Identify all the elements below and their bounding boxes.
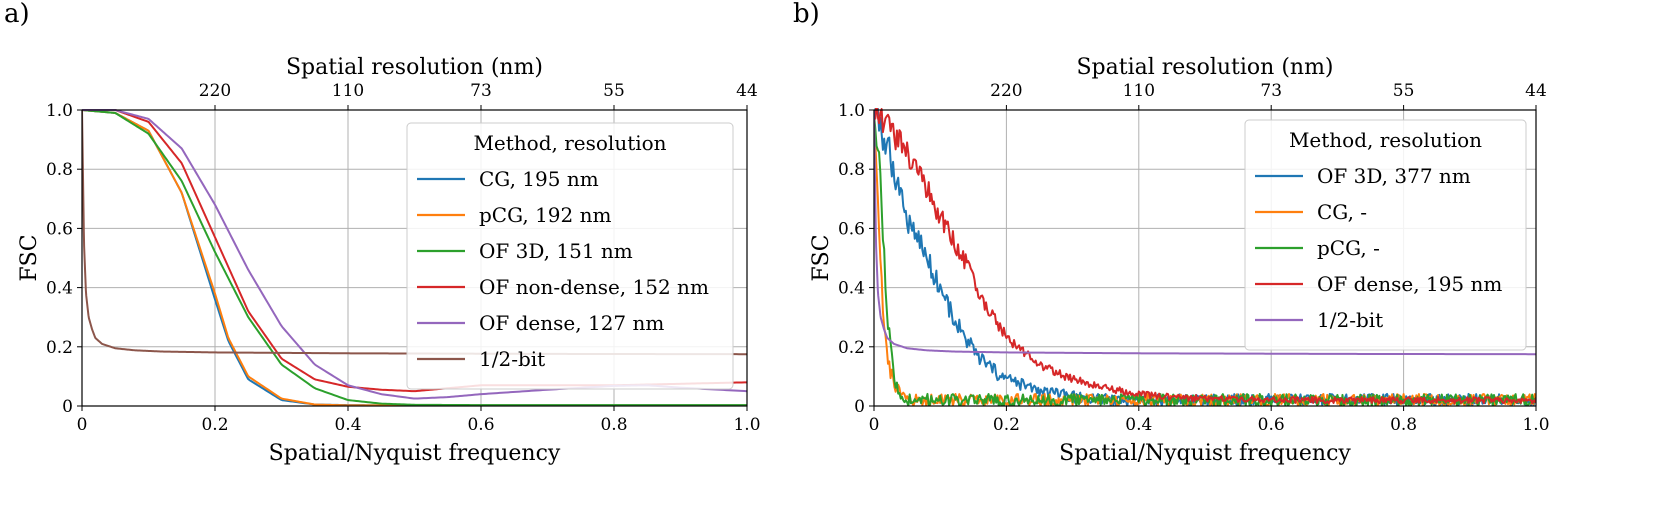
series-line-of-3d-151-nm	[82, 109, 747, 406]
y-axis-label: FSC	[809, 234, 834, 281]
x-tick-label: 1.0	[733, 415, 760, 435]
legend-title: Method, resolution	[473, 131, 666, 155]
legend: Method, resolution CG, 195 nm pCG, 192 nm O…	[406, 122, 734, 390]
axes-frame	[81, 109, 748, 407]
legend-entry: OF 3D, 377 nm	[1317, 164, 1471, 188]
x-tick-label: 0	[77, 415, 88, 435]
top-tick-label: 44	[736, 81, 758, 101]
legend-entry: OF dense, 127 nm	[479, 311, 664, 335]
top-axis-label: Spatial resolution (nm)	[1076, 55, 1333, 80]
panel-label: b)	[793, 0, 820, 29]
series-line-pcg	[874, 114, 1536, 406]
y-axis-label: FSC	[17, 234, 42, 281]
x-tick-label: 0.8	[600, 415, 627, 435]
x-tick-label: 0	[869, 415, 880, 435]
panel-label: a)	[4, 0, 30, 29]
y-tick-label: 0.2	[46, 338, 73, 358]
y-tick-label: 0.4	[838, 279, 865, 299]
top-tick-label: 44	[1525, 81, 1547, 101]
top-axis-label: Spatial resolution (nm)	[286, 55, 543, 80]
panel-a: a) 0 0.2 0.4 0.6 0.8 1.0 0 0.2 0.4 0.6 0.8 1.0 220 110…	[4, 0, 761, 466]
x-tick-label: 0.8	[1390, 415, 1417, 435]
legend-entry: 1/2-bit	[479, 347, 545, 371]
top-tick-label: 55	[603, 81, 625, 101]
top-tick-label: 55	[1393, 81, 1415, 101]
legend-box	[406, 122, 734, 390]
series-line-of-dense-195-nm	[874, 108, 1536, 405]
legend: Method, resolution OF 3D, 377 nm CG, - pCG,…	[1244, 119, 1527, 351]
legend-entry: OF 3D, 151 nm	[479, 239, 633, 263]
y-tick-label: 0.6	[838, 219, 865, 239]
y-tick-label: 0.4	[46, 279, 73, 299]
legend-entry: CG, 195 nm	[479, 167, 599, 191]
x-axis-label: Spatial/Nyquist frequency	[1059, 441, 1351, 466]
y-tick-label: 1.0	[46, 101, 73, 121]
y-tick-label: 0.2	[838, 338, 865, 358]
x-axis-label: Spatial/Nyquist frequency	[269, 441, 561, 466]
legend-entry: OF dense, 195 nm	[1317, 272, 1502, 296]
y-tick-label: 0	[854, 397, 865, 417]
legend-title: Method, resolution	[1289, 128, 1482, 152]
x-tick-label: 0.6	[1258, 415, 1285, 435]
y-tick-label: 0.6	[46, 219, 73, 239]
x-tick-label: 0.4	[334, 415, 361, 435]
x-tick-label: 0.2	[201, 415, 228, 435]
top-tick-label: 220	[990, 81, 1022, 101]
legend-entry: 1/2-bit	[1317, 308, 1383, 332]
x-tick-label: 1.0	[1522, 415, 1549, 435]
axes-frame	[873, 109, 1537, 407]
series-group	[874, 108, 1536, 406]
panel-b: b) 0 0.2 0.4 0.6 0.8 1.0 0 0.2 0.4 0.6 0.8 1.0 220 110…	[793, 0, 1550, 466]
top-tick-label: 110	[332, 81, 364, 101]
legend-entry: OF non-dense, 152 nm	[479, 275, 709, 299]
y-tick-label: 0	[62, 397, 73, 417]
legend-entry: pCG, 192 nm	[479, 203, 611, 227]
x-tick-label: 0.2	[993, 415, 1020, 435]
x-tick-label: 0.6	[467, 415, 494, 435]
series-line-1-2-bit	[874, 109, 1536, 356]
y-tick-label: 0.8	[46, 160, 73, 180]
top-tick-label: 73	[1260, 81, 1282, 101]
x-tick-label: 0.4	[1125, 415, 1152, 435]
legend-entry: pCG, -	[1317, 236, 1380, 260]
y-tick-label: 0.8	[838, 160, 865, 180]
top-tick-label: 73	[470, 81, 492, 101]
legend-box	[1244, 119, 1527, 351]
top-tick-label: 220	[199, 81, 231, 101]
legend-entry: CG, -	[1317, 200, 1367, 224]
y-tick-label: 1.0	[838, 101, 865, 121]
top-tick-label: 110	[1123, 81, 1155, 101]
